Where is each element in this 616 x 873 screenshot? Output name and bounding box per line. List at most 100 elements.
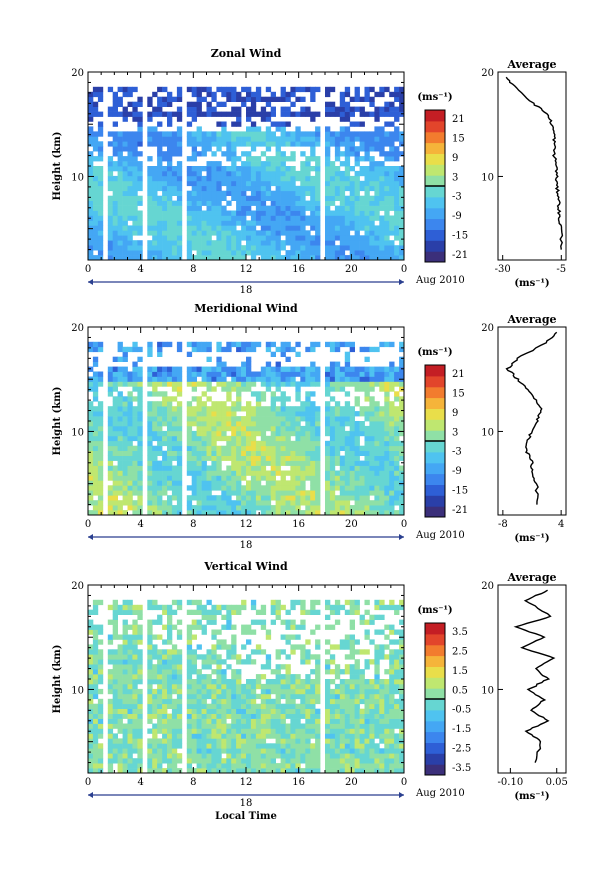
field-cell xyxy=(399,758,405,764)
field-cell xyxy=(176,215,183,221)
field-cell xyxy=(305,235,311,241)
field-cell xyxy=(157,151,163,157)
field-cell xyxy=(117,445,123,451)
field-cell xyxy=(186,401,193,407)
field-cell xyxy=(359,450,365,456)
field-cell xyxy=(226,763,232,769)
field-cell xyxy=(221,698,227,705)
field-cell xyxy=(211,161,217,167)
field-cell xyxy=(399,421,405,427)
field-cell xyxy=(152,255,158,261)
field-cell xyxy=(117,763,123,769)
colorbar-unit: (ms⁻¹) xyxy=(417,92,452,103)
field-cell xyxy=(117,435,123,442)
field-cell xyxy=(201,435,207,442)
field-cell xyxy=(349,688,355,695)
field-cell xyxy=(137,490,143,496)
field-cell xyxy=(201,698,207,705)
field-cell xyxy=(167,396,173,402)
field-cell xyxy=(206,170,212,177)
field-cell xyxy=(241,768,247,774)
panel-title: Meridional Wind xyxy=(194,302,298,315)
field-cell xyxy=(310,753,316,759)
field-cell xyxy=(310,391,316,397)
field-cell xyxy=(255,455,262,461)
field-cell xyxy=(315,679,321,685)
field-cell xyxy=(290,505,296,511)
field-cell xyxy=(374,230,380,236)
field-cell xyxy=(236,748,242,754)
field-cell xyxy=(241,250,247,256)
field-cell xyxy=(132,371,138,377)
field-cell xyxy=(280,91,286,98)
field-cell xyxy=(226,698,232,705)
field-cell xyxy=(206,416,212,422)
field-cell xyxy=(167,728,173,734)
field-cell xyxy=(167,450,173,456)
wind-field xyxy=(88,341,405,516)
field-cell xyxy=(117,455,123,461)
field-cell xyxy=(176,141,183,147)
field-cell xyxy=(112,131,118,137)
field-cell xyxy=(241,445,247,451)
field-cell xyxy=(88,406,94,412)
field-cell xyxy=(117,220,123,226)
field-cell xyxy=(236,166,242,172)
field-cell xyxy=(250,425,257,432)
field-cell xyxy=(236,210,242,216)
field-cell xyxy=(369,170,375,177)
field-cell xyxy=(157,435,163,442)
field-cell xyxy=(246,430,252,437)
field-cell xyxy=(132,101,138,107)
field-cell xyxy=(122,738,128,744)
field-cell xyxy=(231,450,237,456)
field-cell xyxy=(201,500,207,506)
field-cell xyxy=(167,430,173,437)
field-cell xyxy=(176,151,183,157)
field-cell xyxy=(359,381,365,387)
field-cell xyxy=(310,490,316,496)
field-cell xyxy=(270,465,276,471)
field-cell xyxy=(147,371,153,377)
field-cell xyxy=(275,421,281,427)
colorbar-tick-label: -15 xyxy=(452,231,468,242)
field-cell xyxy=(132,718,138,724)
field-cell xyxy=(236,170,242,177)
field-cell xyxy=(339,366,346,372)
field-cell xyxy=(364,693,370,700)
field-cell xyxy=(265,416,272,422)
field-cell xyxy=(231,341,237,348)
field-cell xyxy=(137,435,143,442)
field-cell xyxy=(241,366,247,372)
field-cell xyxy=(295,96,301,102)
field-cell xyxy=(354,659,360,665)
field-cell xyxy=(88,455,94,461)
field-cell xyxy=(176,460,183,466)
field-cell xyxy=(369,406,375,412)
field-cell xyxy=(206,674,212,680)
field-cell xyxy=(295,758,301,764)
field-cell xyxy=(300,495,306,501)
field-cell xyxy=(191,116,197,122)
field-cell xyxy=(92,386,99,392)
field-cell xyxy=(374,435,380,442)
field-cell xyxy=(241,175,247,182)
field-cell xyxy=(122,435,128,442)
field-cell xyxy=(329,255,336,261)
field-cell xyxy=(132,195,138,201)
field-cell xyxy=(255,495,262,501)
field-cell xyxy=(112,220,118,226)
field-cell xyxy=(162,416,168,422)
field-cell xyxy=(117,758,123,764)
field-cell xyxy=(201,738,207,744)
field-cell xyxy=(275,435,281,442)
field-cell xyxy=(221,381,227,387)
field-cell xyxy=(369,215,375,221)
field-cell xyxy=(325,255,331,261)
field-cell xyxy=(364,723,370,729)
field-cell xyxy=(147,674,153,680)
field-cell xyxy=(359,366,365,372)
field-cell xyxy=(206,455,212,461)
field-cell xyxy=(186,220,193,226)
field-cell xyxy=(384,205,390,211)
